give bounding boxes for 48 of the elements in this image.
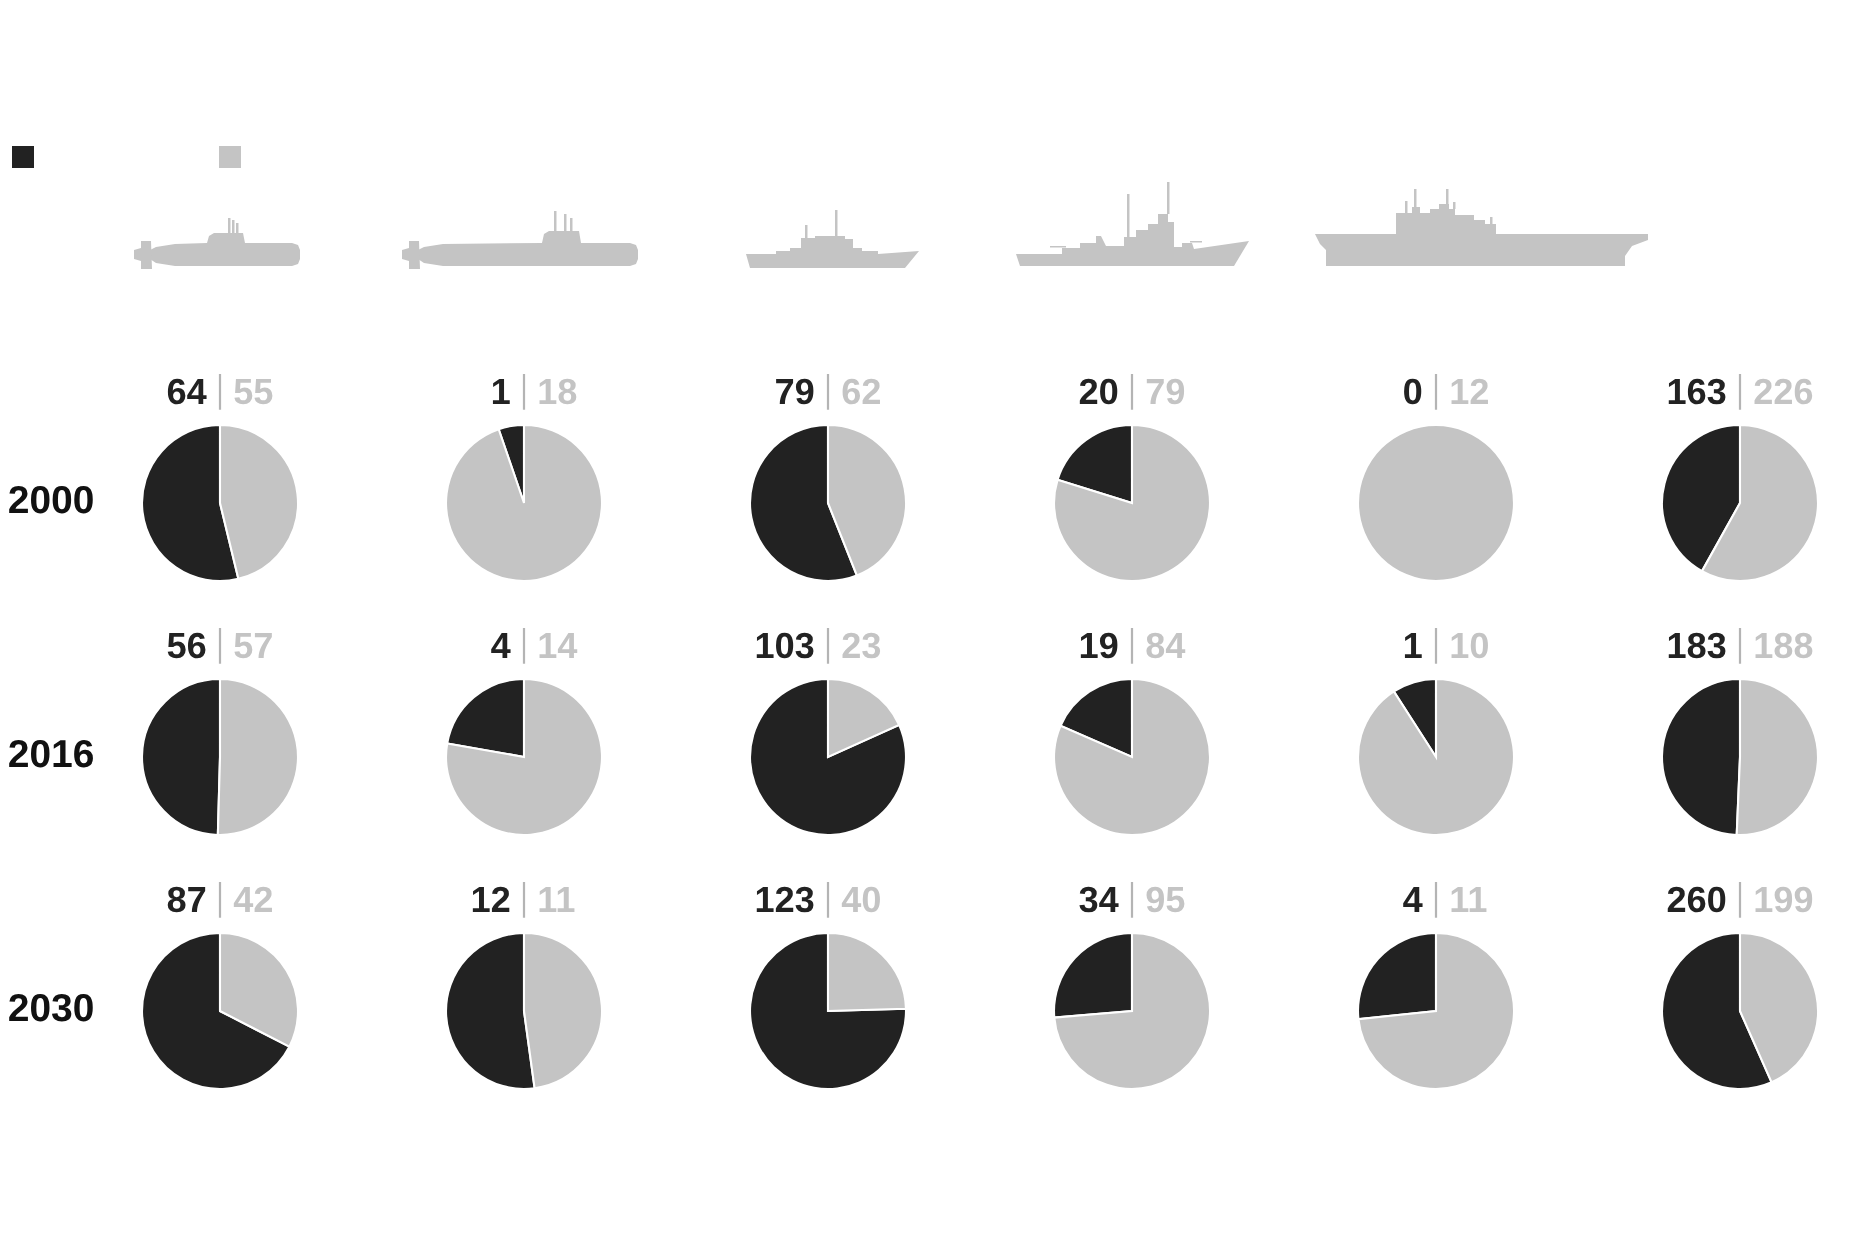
data-label: 188 <box>1755 632 1813 659</box>
text: 0 <box>1404 378 1422 405</box>
data-label: 199 <box>1755 886 1813 913</box>
data-label: 18 <box>539 378 577 405</box>
data-label: 163 <box>1668 378 1726 405</box>
data-label: 1 <box>1404 633 1422 658</box>
text: 2016 <box>9 739 93 768</box>
data-label: 226 <box>1754 378 1813 405</box>
data-label: 183 <box>1668 632 1726 659</box>
data-label: 14 <box>539 633 578 658</box>
data-label: 23 <box>842 632 881 659</box>
data-label: 57 <box>234 633 272 659</box>
data-label: 123 <box>756 886 814 913</box>
pie-slice <box>1358 933 1514 1089</box>
data-label: 34 <box>1079 886 1119 913</box>
pie-slice <box>750 679 906 835</box>
pie-slice <box>750 933 906 1089</box>
data-label: 84 <box>1146 632 1186 659</box>
pie-slice <box>446 425 602 581</box>
data-label: 103 <box>756 632 814 659</box>
text: 2000 <box>9 485 93 514</box>
data-label: 11 <box>1451 887 1487 912</box>
data-label: 62 <box>842 378 880 405</box>
data-label: 40 <box>841 886 880 913</box>
data-label: 42 <box>233 886 272 912</box>
data-label: 4 <box>491 633 511 658</box>
data-label: 79 <box>776 378 814 405</box>
data-label: 64 <box>167 378 207 405</box>
data-label: 10 <box>1451 632 1488 659</box>
data-label: 56 <box>167 632 206 659</box>
data-label: 1 <box>492 379 510 404</box>
data-label: 12 <box>472 886 510 912</box>
data-label: 87 <box>167 886 206 913</box>
data-label: 55 <box>234 379 273 405</box>
pie-slice <box>1358 679 1514 835</box>
data-label: 260 <box>1667 886 1726 913</box>
data-label: 20 <box>1079 378 1118 405</box>
text: 2030 <box>9 993 93 1022</box>
pie-slice <box>1054 679 1210 835</box>
data-label: 11 <box>539 887 575 912</box>
data-label: 12 <box>1451 378 1488 404</box>
pie-slice <box>446 679 602 835</box>
data-label: 95 <box>1146 886 1185 913</box>
data-label: 19 <box>1080 632 1118 659</box>
data-label: 79 <box>1146 378 1185 405</box>
data-label: 4 <box>1403 887 1423 912</box>
pie-slice <box>1054 425 1210 581</box>
pie-slice <box>1054 933 1210 1089</box>
